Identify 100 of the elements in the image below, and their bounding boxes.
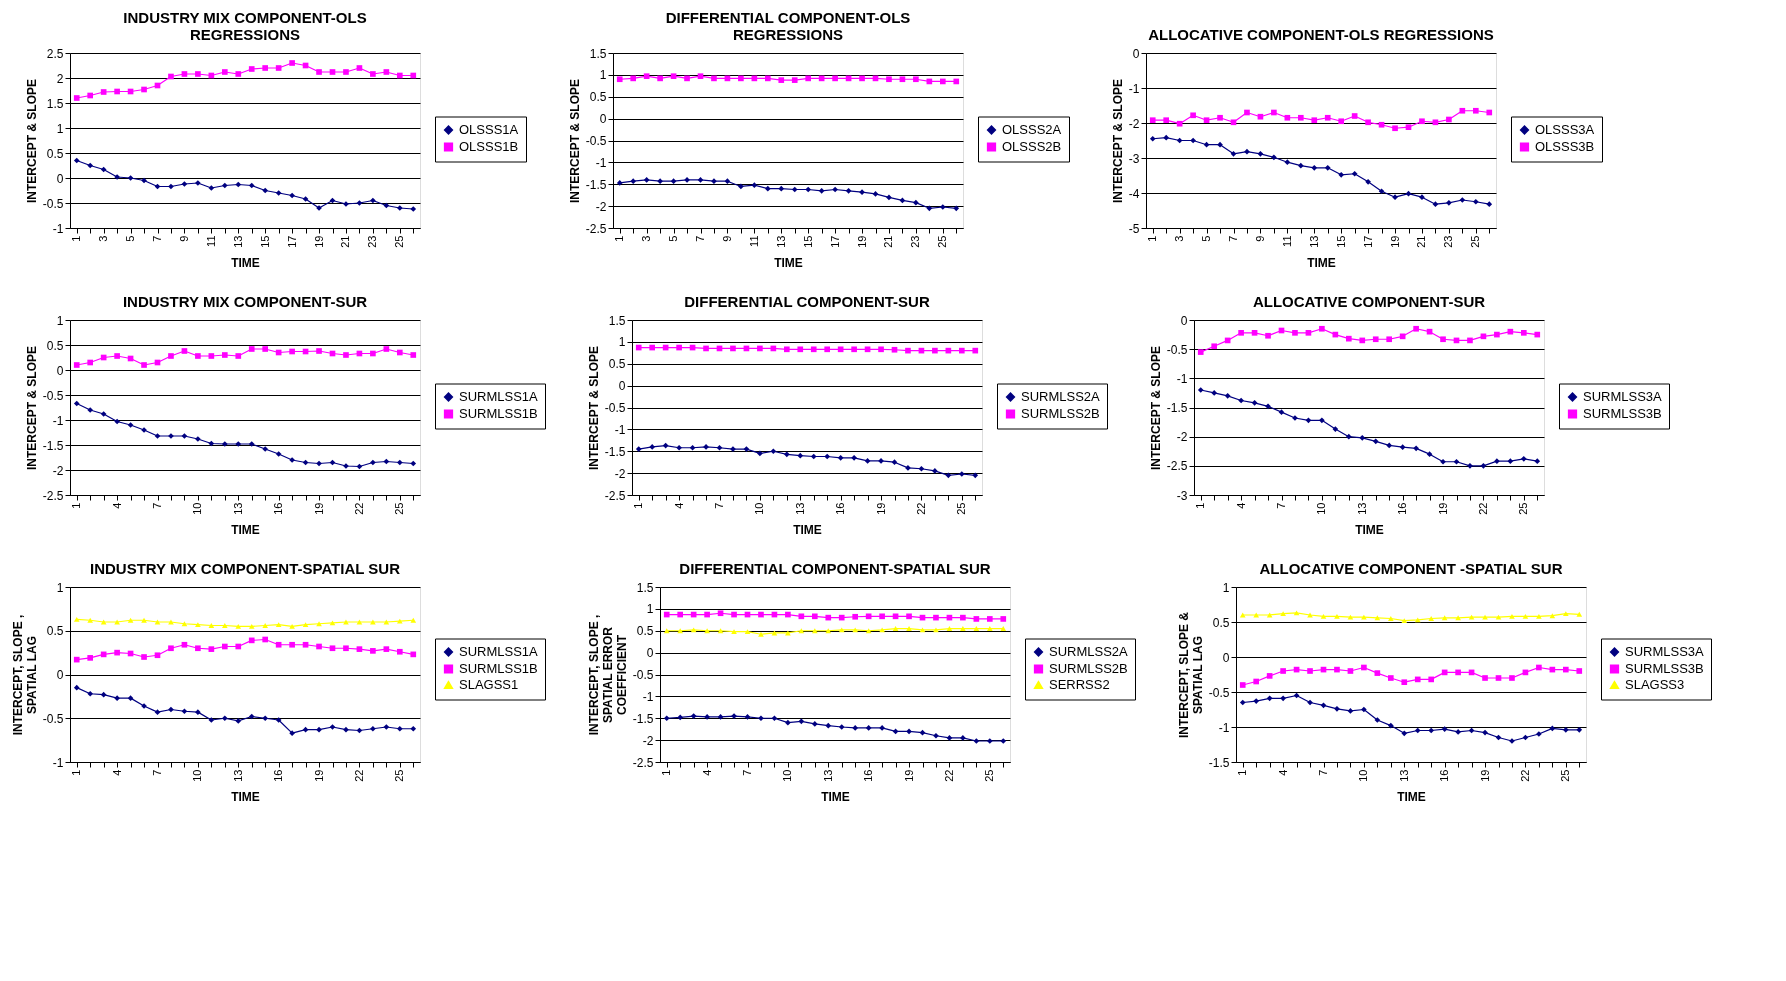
point [1414,727,1421,734]
point [932,468,938,474]
point [778,77,785,83]
point [208,623,215,628]
point [1472,107,1479,114]
point [899,76,906,83]
y-tick-label: -1.5 [585,177,607,192]
point [785,611,791,618]
x-tick-label: 5 [667,235,680,242]
point [635,344,642,351]
point [1386,336,1393,343]
point [986,626,993,632]
x-tick-label: 25 [983,769,996,782]
point [1217,141,1223,148]
y-tick-label: 1.5 [636,580,654,595]
point [1253,678,1260,685]
point [248,441,255,447]
point [208,353,215,359]
point [208,646,215,652]
x-tick-label: 22 [1518,769,1531,782]
point [1520,330,1527,336]
point [1361,614,1367,620]
point [1230,150,1237,157]
point [1320,702,1327,709]
point [689,444,696,451]
point [859,75,865,82]
y-tick-label: 0 [599,112,607,127]
point [1197,349,1204,355]
y-axis-title: INTERCEPT & SLOPE [1110,78,1125,204]
point [757,450,763,457]
point [141,617,147,623]
y-tick-label: 0.5 [589,90,607,105]
x-tick-label: 7 [151,502,163,509]
point [1334,666,1340,673]
point [1486,109,1493,116]
y-tick-label: -1 [1128,81,1140,96]
point [275,717,282,723]
x-tick-label: 5 [1200,235,1213,242]
x-tick-label: 19 [312,769,325,782]
point [87,359,94,366]
y-tick-label: -1 [1176,371,1188,386]
point [396,72,403,79]
x-tick-label: 4 [700,769,713,776]
chart-title: DIFFERENTIAL COMPONENT-SPATIAL SUR [679,560,991,577]
point [986,616,993,622]
point [743,446,750,452]
x-tick-label: 1 [1194,502,1207,509]
point [343,645,349,652]
x-tick-label: 11 [747,235,760,247]
point [1338,118,1345,125]
x-tick-label: 19 [1388,235,1401,248]
x-tick-label: 10 [753,502,766,515]
x-tick-label: 13 [821,769,834,782]
legend-label: OLSSS3B [1535,139,1595,154]
x-axis-title: TIME [231,255,260,270]
x-tick-label: 19 [874,502,887,515]
point [87,617,94,623]
point [939,78,946,85]
point [972,347,979,354]
point [1361,706,1367,713]
y-tick-label: -2 [1176,430,1188,445]
point [1378,121,1385,128]
point [100,411,107,417]
y-tick-label: -1 [595,155,607,170]
point [127,422,134,428]
point [141,654,147,660]
point [783,451,790,458]
x-axis-title: TIME [1355,522,1384,537]
point [1149,135,1156,142]
point [181,348,188,354]
x-tick-label: 7 [1227,235,1239,242]
chart-title: INDUSTRY MIX COMPONENT-SUR [122,293,368,310]
point [797,452,804,459]
y-axis-title: INTERCEPT & SLOPE [24,78,39,204]
point [248,623,255,629]
point [731,611,737,618]
point [181,433,188,439]
point [649,444,656,450]
chart-title: ALLOCATIVE COMPONENT -SPATIAL SUR [1259,560,1563,577]
point [1494,458,1500,464]
point [805,75,812,82]
point [316,69,322,75]
point [410,352,417,358]
point [1284,159,1291,166]
point [1459,197,1466,203]
x-tick-label: 7 [713,502,725,509]
y-tick-label: 1 [56,580,64,595]
point [972,472,979,479]
point [933,732,939,739]
point [1507,458,1514,464]
point [1211,390,1218,396]
legend-label: SURMLSS3B [1583,406,1662,421]
point [1217,114,1223,121]
point [114,88,120,95]
y-tick-label: -1.5 [1208,755,1230,770]
point [248,637,255,644]
point [1374,670,1381,676]
point [758,611,764,618]
y-tick-label: -2 [614,466,626,481]
point [1522,613,1529,619]
